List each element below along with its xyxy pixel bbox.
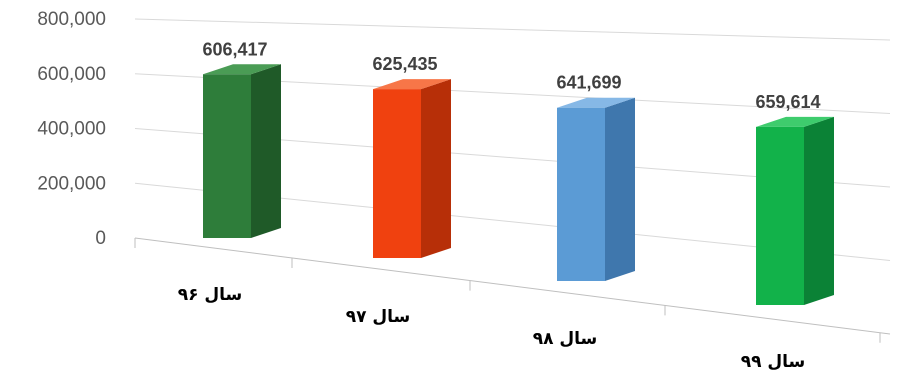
- data-label: 625,435: [372, 54, 437, 74]
- data-labels: 606,417 625,435 641,699 659,614: [202, 39, 820, 112]
- data-label: 641,699: [556, 73, 621, 93]
- gridline: [134, 18, 891, 41]
- bar: [756, 126, 804, 305]
- bar-top: [203, 64, 281, 75]
- data-label: 659,614: [755, 92, 820, 112]
- y-tick-label: 800,000: [37, 9, 106, 30]
- bar-side: [251, 64, 281, 238]
- bar: [557, 107, 605, 281]
- bar-top: [373, 79, 451, 90]
- data-label: 606,417: [202, 39, 267, 59]
- y-tick-label: 400,000: [37, 119, 106, 140]
- category-labels: سال ۹۶ سال ۹۷ سال ۹۸ سال ۹۹: [178, 285, 806, 372]
- category-label: سال ۹۹: [741, 352, 806, 372]
- bars: [203, 64, 834, 305]
- gridline: [134, 237, 891, 335]
- bar-top: [756, 116, 834, 127]
- y-axis-ticks: 0 200,000 400,000 600,000 800,000: [37, 9, 106, 249]
- bar-side: [605, 97, 635, 281]
- bar-top: [557, 97, 635, 108]
- y-tick-label: 0: [95, 228, 106, 249]
- category-label: سال ۹۶: [178, 285, 243, 305]
- bar-side: [421, 79, 451, 258]
- bar: [203, 74, 251, 238]
- category-label: سال ۹۷: [346, 307, 411, 327]
- y-tick-label: 600,000: [37, 64, 106, 85]
- bar-side: [804, 116, 834, 305]
- category-label: سال ۹۸: [533, 329, 598, 349]
- bar: [373, 89, 421, 258]
- y-tick-label: 200,000: [37, 173, 106, 194]
